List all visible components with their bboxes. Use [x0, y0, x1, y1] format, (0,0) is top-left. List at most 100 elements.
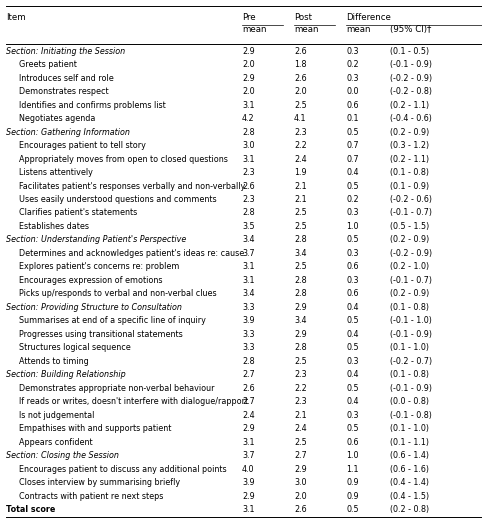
Text: Establishes dates: Establishes dates: [19, 222, 89, 231]
Text: mean: mean: [294, 24, 319, 34]
Text: 0.5: 0.5: [346, 316, 359, 326]
Text: 0.2: 0.2: [346, 195, 359, 204]
Text: 2.8: 2.8: [242, 127, 254, 137]
Text: (0.1 - 0.8): (0.1 - 0.8): [390, 168, 429, 177]
Text: 2.5: 2.5: [294, 263, 307, 271]
Text: 2.4: 2.4: [294, 424, 307, 433]
Text: (0.4 - 1.5): (0.4 - 1.5): [390, 492, 429, 501]
Text: Section: Understanding Patient's Perspective: Section: Understanding Patient's Perspec…: [6, 236, 186, 244]
Text: 0.3: 0.3: [346, 411, 359, 420]
Text: 2.8: 2.8: [242, 357, 254, 366]
Text: If reads or writes, doesn't interfere with dialogue/rapport: If reads or writes, doesn't interfere wi…: [19, 397, 248, 406]
Text: 3.7: 3.7: [242, 249, 254, 258]
Text: Determines and acknowledges patient's ideas re: cause: Determines and acknowledges patient's id…: [19, 249, 244, 258]
Text: 0.3: 0.3: [346, 276, 359, 285]
Text: (0.2 - 0.9): (0.2 - 0.9): [390, 127, 429, 137]
Text: 4.1: 4.1: [294, 114, 307, 123]
Text: 3.1: 3.1: [242, 100, 254, 110]
Text: Contracts with patient re next steps: Contracts with patient re next steps: [19, 492, 164, 501]
Text: (0.1 - 0.9): (0.1 - 0.9): [390, 181, 429, 190]
Text: 0.5: 0.5: [346, 343, 359, 353]
Text: 0.5: 0.5: [346, 505, 359, 514]
Text: 1.9: 1.9: [294, 168, 307, 177]
Text: Appears confident: Appears confident: [19, 438, 93, 447]
Text: 3.1: 3.1: [242, 154, 254, 163]
Text: mean: mean: [346, 24, 371, 34]
Text: (0.1 - 0.8): (0.1 - 0.8): [390, 370, 429, 380]
Text: 2.1: 2.1: [294, 411, 307, 420]
Text: (0.2 - 0.9): (0.2 - 0.9): [390, 290, 429, 298]
Text: (0.0 - 0.8): (0.0 - 0.8): [390, 397, 429, 406]
Text: 2.3: 2.3: [294, 127, 307, 137]
Text: Identifies and confirms problems list: Identifies and confirms problems list: [19, 100, 166, 110]
Text: Listens attentively: Listens attentively: [19, 168, 93, 177]
Text: 4.0: 4.0: [242, 465, 254, 474]
Text: 0.6: 0.6: [346, 438, 359, 447]
Text: 4.2: 4.2: [242, 114, 254, 123]
Text: 3.1: 3.1: [242, 263, 254, 271]
Text: 2.5: 2.5: [294, 438, 307, 447]
Text: 2.9: 2.9: [242, 424, 254, 433]
Text: Is not judgemental: Is not judgemental: [19, 411, 94, 420]
Text: Difference: Difference: [346, 13, 391, 22]
Text: Section: Providing Structure to Consultation: Section: Providing Structure to Consulta…: [6, 303, 182, 312]
Text: (0.2 - 0.8): (0.2 - 0.8): [390, 505, 429, 514]
Text: 2.4: 2.4: [294, 154, 307, 163]
Text: 2.3: 2.3: [294, 370, 307, 380]
Text: (0.2 - 1.1): (0.2 - 1.1): [390, 154, 429, 163]
Text: (0.2 - 1.1): (0.2 - 1.1): [390, 100, 429, 110]
Text: Explores patient's concerns re: problem: Explores patient's concerns re: problem: [19, 263, 180, 271]
Text: 2.9: 2.9: [294, 303, 307, 312]
Text: Uses easily understood questions and comments: Uses easily understood questions and com…: [19, 195, 217, 204]
Text: Post: Post: [294, 13, 312, 22]
Text: Encourages patient to discuss any additional points: Encourages patient to discuss any additi…: [19, 465, 227, 474]
Text: Item: Item: [6, 13, 26, 22]
Text: Total score: Total score: [6, 505, 55, 514]
Text: 0.4: 0.4: [346, 397, 359, 406]
Text: 2.5: 2.5: [294, 222, 307, 231]
Text: 2.5: 2.5: [294, 357, 307, 366]
Text: 2.9: 2.9: [242, 74, 254, 83]
Text: 3.4: 3.4: [242, 290, 254, 298]
Text: 0.5: 0.5: [346, 181, 359, 190]
Text: (-0.1 - 0.9): (-0.1 - 0.9): [390, 330, 432, 339]
Text: 2.3: 2.3: [294, 397, 307, 406]
Text: (-0.1 - 0.7): (-0.1 - 0.7): [390, 209, 432, 217]
Text: 0.3: 0.3: [346, 249, 359, 258]
Text: 3.0: 3.0: [294, 478, 307, 487]
Text: 3.4: 3.4: [294, 249, 307, 258]
Text: Summarises at end of a specific line of inquiry: Summarises at end of a specific line of …: [19, 316, 206, 326]
Text: 2.3: 2.3: [242, 168, 254, 177]
Text: 0.7: 0.7: [346, 141, 359, 150]
Text: Section: Initiating the Session: Section: Initiating the Session: [6, 47, 125, 56]
Text: Encourages patient to tell story: Encourages patient to tell story: [19, 141, 146, 150]
Text: (-0.1 - 0.9): (-0.1 - 0.9): [390, 60, 432, 69]
Text: (95% CI)†: (95% CI)†: [390, 24, 432, 34]
Text: (0.6 - 1.6): (0.6 - 1.6): [390, 465, 429, 474]
Text: 0.9: 0.9: [346, 492, 359, 501]
Text: (0.1 - 1.0): (0.1 - 1.0): [390, 343, 429, 353]
Text: 2.0: 2.0: [242, 60, 254, 69]
Text: 0.2: 0.2: [346, 60, 359, 69]
Text: (-0.1 - 1.0): (-0.1 - 1.0): [390, 316, 432, 326]
Text: 2.0: 2.0: [294, 87, 307, 96]
Text: 2.0: 2.0: [242, 87, 254, 96]
Text: 2.6: 2.6: [242, 384, 254, 393]
Text: (-0.2 - 0.9): (-0.2 - 0.9): [390, 249, 432, 258]
Text: Section: Closing the Session: Section: Closing the Session: [6, 451, 119, 460]
Text: 0.5: 0.5: [346, 236, 359, 244]
Text: (0.2 - 1.0): (0.2 - 1.0): [390, 263, 429, 271]
Text: Empathises with and supports patient: Empathises with and supports patient: [19, 424, 172, 433]
Text: Appropriately moves from open to closed questions: Appropriately moves from open to closed …: [19, 154, 228, 163]
Text: 0.1: 0.1: [346, 114, 359, 123]
Text: Section: Building Relationship: Section: Building Relationship: [6, 370, 125, 380]
Text: (0.4 - 1.4): (0.4 - 1.4): [390, 478, 429, 487]
Text: 3.3: 3.3: [242, 330, 254, 339]
Text: 2.8: 2.8: [294, 276, 307, 285]
Text: 2.8: 2.8: [242, 209, 254, 217]
Text: 2.1: 2.1: [294, 181, 307, 190]
Text: 0.6: 0.6: [346, 100, 359, 110]
Text: 3.0: 3.0: [242, 141, 254, 150]
Text: 3.3: 3.3: [242, 343, 254, 353]
Text: (0.5 - 1.5): (0.5 - 1.5): [390, 222, 429, 231]
